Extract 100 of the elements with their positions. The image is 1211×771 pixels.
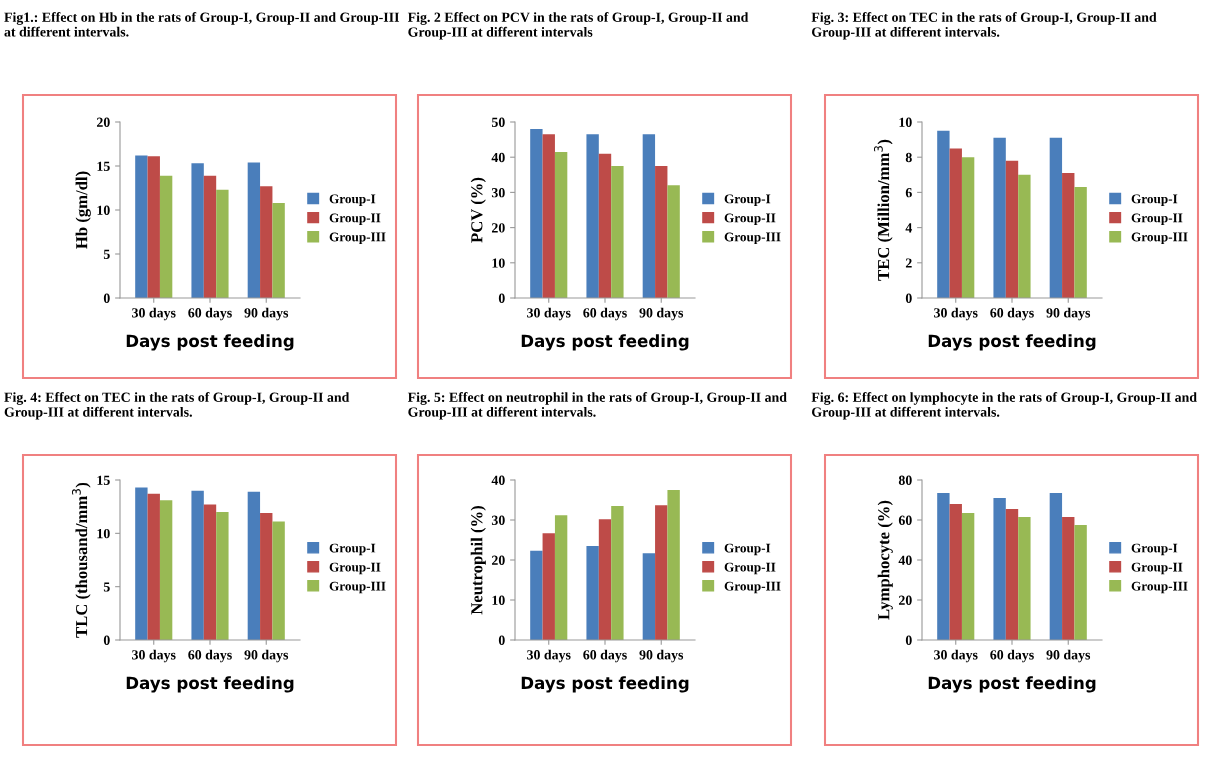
y-axis-title: TEC (Million/mm$^{3}$) [874, 139, 893, 281]
y-tick-label: 15 [97, 475, 110, 485]
y-tick-label: 0 [103, 635, 110, 645]
bar [272, 521, 285, 640]
bar [1005, 160, 1019, 298]
bar [586, 546, 599, 640]
y-tick-label: 8 [905, 152, 912, 163]
y-tick-label: 30 [491, 187, 505, 198]
bar [135, 487, 148, 640]
bar [586, 134, 599, 298]
bar [667, 185, 680, 298]
chart-title: Fig. 6: Effect on lymphocyte in the rats of Group-I, Group-II and Group-III at different intervals. [811, 392, 1197, 420]
bar [949, 504, 962, 640]
legend-label: Group-I [329, 194, 376, 206]
y-tick-label: 10 [492, 258, 505, 268]
y-tick-label: 6 [905, 188, 912, 198]
y-tick-label: 10 [97, 528, 110, 539]
x-tick-label: 30 days [934, 307, 978, 321]
legend-label: Group-I [724, 194, 771, 206]
y-tick-label: 40 [491, 475, 505, 485]
x-axis-title: Days post feeding [928, 676, 1096, 693]
legend-label: Group-III [329, 232, 386, 245]
bar [642, 134, 656, 298]
x-tick-label: 60 days [583, 307, 627, 321]
legend-label: Group-III [1131, 232, 1188, 245]
chart-title: Fig. 5: Effect on neutrophil in the rats of Group-I, Group-II and Group-III at different intervals. [407, 392, 787, 420]
bar [216, 512, 229, 640]
y-tick-label: 30 [491, 515, 505, 525]
y-tick-label: 0 [103, 293, 110, 303]
y-tick-label: 40 [898, 555, 912, 565]
x-tick-label: 60 days [188, 649, 232, 663]
x-tick-label: 30 days [132, 307, 176, 321]
x-tick-label: 90 days [244, 307, 289, 321]
y-tick-label: 5 [103, 249, 110, 259]
bar [993, 137, 1006, 298]
bar [1049, 137, 1063, 298]
legend-label: Group-II [724, 213, 776, 226]
legend-label: Group-II [724, 562, 776, 575]
bar [542, 533, 555, 640]
legend-label: Group-II [329, 562, 381, 575]
y-tick-label: 0 [498, 293, 505, 303]
x-tick-label: 90 days [639, 307, 684, 321]
y-tick-label: 20 [898, 595, 912, 605]
bar [159, 500, 173, 640]
legend-label: Group-II [1131, 562, 1183, 575]
chart-title: Fig. 2 Effect on PCV in the rats of Group-I, Group-II and Group-III at different intervals [407, 12, 749, 40]
y-axis-title: Lymphocyte (%) [877, 500, 893, 620]
y-tick-label: 0 [498, 635, 505, 645]
y-tick-label: 20 [491, 223, 505, 233]
legend-label: Group-II [329, 213, 381, 226]
y-tick-label: 5 [103, 582, 110, 592]
y-tick-label: 20 [96, 117, 110, 127]
bar [961, 157, 975, 298]
x-tick-label: 90 days [244, 649, 289, 663]
x-axis-title: Days post feeding [126, 676, 294, 693]
y-tick-label: 4 [905, 223, 913, 233]
bar [147, 156, 160, 298]
y-tick-label: 60 [898, 515, 912, 525]
bar [1049, 493, 1063, 640]
bar [554, 515, 568, 640]
y-axis-title: Neutrophil (%) [470, 506, 486, 615]
bar [655, 166, 668, 298]
bar [247, 491, 261, 640]
bar [216, 189, 229, 298]
bar [260, 513, 273, 640]
chart-title: Fig1.: Effect on Hb in the rats of Group-I, Group-II and Group-III at different intervals. [4, 12, 400, 37]
x-tick-label: 60 days [990, 307, 1034, 321]
bar [542, 134, 555, 298]
y-tick-label: 15 [97, 161, 110, 171]
y-tick-label: 50 [491, 117, 505, 127]
y-tick-label: 10 [492, 595, 505, 605]
x-axis-title: Days post feeding [126, 334, 294, 351]
bar [191, 490, 204, 640]
legend-label: Group-I [1131, 194, 1178, 206]
bar [937, 493, 950, 640]
bar [203, 175, 217, 298]
y-tick-label: 2 [905, 258, 912, 268]
bar [260, 186, 273, 298]
x-tick-label: 60 days [188, 307, 232, 321]
bar [191, 163, 204, 298]
bar [1074, 187, 1087, 298]
bar [530, 550, 543, 640]
bar [1018, 517, 1031, 640]
y-tick-label: 0 [905, 293, 912, 303]
chart-title: Fig. 4: Effect on TEC in the rats of Group-I, Group-II and Group-III at different intervals. [4, 392, 350, 420]
bar [1062, 173, 1075, 298]
bar [655, 505, 668, 640]
x-tick-label: 90 days [1046, 307, 1091, 321]
y-tick-label: 80 [898, 475, 912, 485]
bar [1005, 509, 1019, 640]
legend-label: Group-III [724, 581, 781, 594]
bar [530, 129, 543, 298]
bar [611, 166, 624, 298]
bar [554, 151, 568, 298]
y-axis-title: PCV (%) [470, 177, 486, 243]
legend-label: Group-II [1131, 213, 1183, 226]
bar [961, 513, 975, 640]
x-tick-label: 30 days [934, 649, 978, 663]
bar [598, 519, 612, 640]
x-tick-label: 60 days [583, 649, 627, 663]
